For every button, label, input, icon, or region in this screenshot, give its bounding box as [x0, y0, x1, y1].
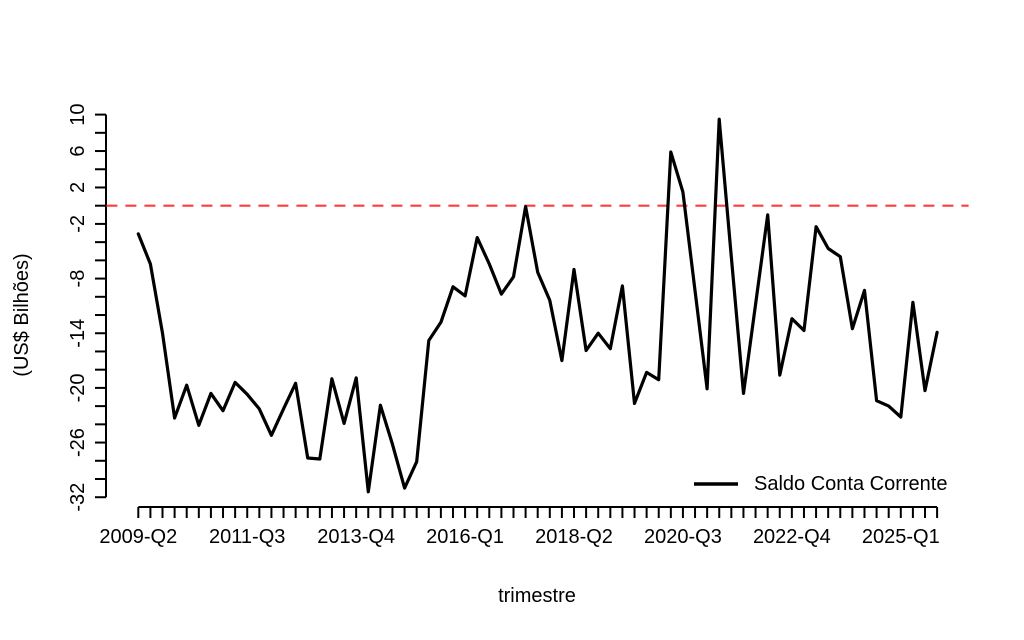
x-axis-tick-label: 2018-Q2: [535, 526, 613, 548]
x-axis-tick-label: 2025-Q1: [862, 526, 940, 548]
x-axis-tick-label: 2020-Q3: [644, 526, 722, 548]
x-axis-title: trimestre: [498, 585, 576, 607]
y-axis-tick-label: -32: [67, 483, 89, 512]
y-axis-tick-label: -8: [67, 270, 89, 288]
legend: Saldo Conta Corrente: [694, 473, 947, 495]
y-axis-title: (US$ Bilhões): [11, 253, 33, 376]
y-axis-tick-label: -14: [67, 319, 89, 348]
y-axis-tick-label: 6: [67, 145, 89, 156]
y-axis-tick-label: -26: [67, 428, 89, 457]
x-axis-tick-label: 2009-Q2: [99, 526, 177, 548]
x-axis-tick-label: 2011-Q3: [209, 526, 285, 548]
series-line: [136, 117, 939, 494]
legend-label: Saldo Conta Corrente: [754, 473, 947, 495]
y-axis-tick-label: 2: [67, 182, 89, 193]
x-axis-tick-label: 2013-Q4: [317, 526, 395, 548]
y-axis-tick-label: -2: [67, 215, 89, 233]
y-axis-tick-label: -20: [67, 373, 89, 402]
x-axis-tick-label: 2016-Q1: [426, 526, 504, 548]
y-axis-tick-label: 10: [67, 103, 89, 125]
plot-area: 10 6 2 -2 -8 -14 -20 -26 -32 2009-Q2 2011-Q3 2013-Q…: [67, 103, 969, 548]
x-axis-tick-label: 2022-Q4: [753, 526, 831, 548]
